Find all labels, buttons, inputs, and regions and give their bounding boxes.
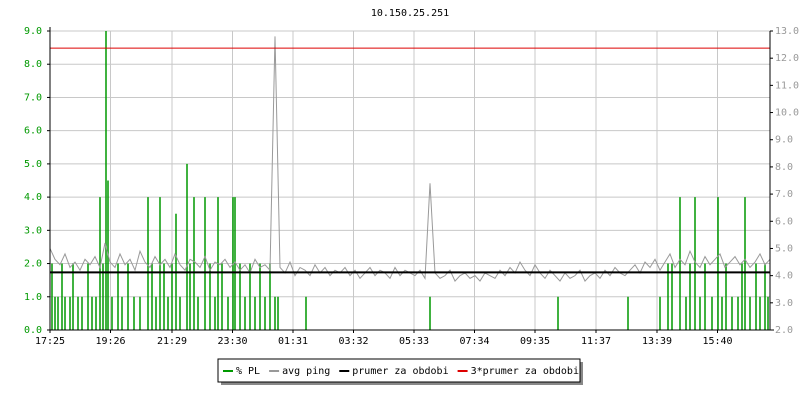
y2-tick-label: 4.0 — [775, 271, 793, 282]
legend-box — [217, 358, 581, 383]
y2-tick-label: 9.0 — [775, 135, 793, 146]
legend-label: prumer za obdobi — [352, 366, 448, 377]
y-tick-label: 4.0 — [24, 192, 42, 203]
legend-label: avg ping — [282, 366, 330, 377]
y-tick-label: 7.0 — [24, 92, 42, 103]
x-tick-label: 13:39 — [642, 336, 672, 347]
y2-tick-label: 2.0 — [775, 325, 793, 336]
x-tick-label: 23:30 — [217, 336, 247, 347]
y2-tick-label: 13.0 — [775, 26, 799, 37]
y2-tick-label: 11.0 — [775, 80, 799, 91]
x-tick-label: 19:26 — [95, 336, 125, 347]
x-tick-label: 01:31 — [278, 336, 308, 347]
y2-tick-label: 5.0 — [775, 243, 793, 254]
chart-title: 10.150.25.251 — [371, 8, 449, 19]
y-tick-label: 3.0 — [24, 225, 42, 236]
ping-line — [49, 36, 771, 282]
y-tick-label: 9.0 — [24, 26, 42, 37]
x-tick-label: 17:25 — [35, 336, 65, 347]
y-tick-label: 8.0 — [24, 59, 42, 70]
y-tick-label: 1.0 — [24, 292, 42, 303]
x-tick-label: 07:34 — [459, 336, 489, 347]
legend-label: % PL — [236, 366, 260, 377]
y-tick-label: 5.0 — [24, 159, 42, 170]
y-tick-label: 0.0 — [24, 325, 42, 336]
y-tick-label: 6.0 — [24, 126, 42, 137]
x-tick-label: 05:33 — [399, 336, 429, 347]
y2-tick-label: 12.0 — [775, 53, 799, 64]
x-tick-label: 11:37 — [581, 336, 611, 347]
y2-tick-label: 10.0 — [775, 108, 799, 119]
y-tick-label: 2.0 — [24, 259, 42, 270]
y2-tick-label: 6.0 — [775, 216, 793, 227]
y2-tick-label: 7.0 — [775, 189, 793, 200]
x-tick-label: 21:29 — [157, 336, 187, 347]
y2-tick-label: 8.0 — [775, 162, 793, 173]
x-tick-label: 15:40 — [702, 336, 732, 347]
x-tick-label: 03:32 — [338, 336, 368, 347]
legend-label: 3*prumer za obdobi — [471, 366, 579, 377]
y2-tick-label: 3.0 — [775, 298, 793, 309]
legend: % PL avg ping prumer za obdobi 3*prumer za … — [217, 358, 583, 385]
x-tick-label: 09:35 — [520, 336, 550, 347]
